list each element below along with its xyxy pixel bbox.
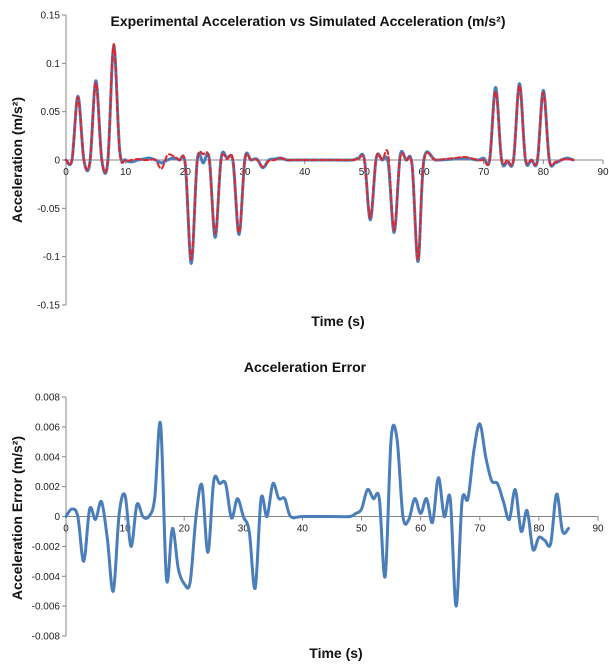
y-tick-label: 0.002 [35,482,60,493]
series-line-2 [65,42,575,261]
x-tick-label: 50 [356,524,368,535]
y-tick-label: 0.008 [35,393,60,404]
y-tick-label: 0.1 [46,59,60,70]
y-tick-label: 0 [54,156,60,167]
y-axis-label: Acceleration Error (m/s²) [9,436,25,600]
series-line-1 [64,44,575,265]
y-tick-label: -0.002 [32,542,61,553]
y-tick-label: 0.05 [41,107,61,118]
y-tick-label: 0.15 [41,11,61,22]
x-tick-label: 80 [533,524,545,535]
chart-title: Acceleration Error [244,359,367,375]
x-tick-label: 10 [120,167,132,178]
y-tick-label: 0 [54,512,60,523]
x-tick-label: 30 [238,524,250,535]
y-tick-label: -0.006 [32,602,61,613]
y-tick-label: -0.05 [37,204,60,215]
x-tick-label: 60 [415,524,427,535]
x-tick-label: 20 [179,524,191,535]
y-tick-label: -0.004 [32,572,61,583]
x-tick-label: 70 [474,524,486,535]
y-axis-label: Acceleration (m/s²) [9,97,25,223]
x-tick-label: 80 [538,167,550,178]
y-tick-label: -0.008 [32,632,61,643]
y-tick-label: 0.006 [35,422,60,433]
x-tick-label: 0 [63,524,69,535]
x-axis-label: Time (s) [309,645,362,661]
x-tick-label: 90 [597,167,609,178]
x-tick-label: 70 [478,167,490,178]
chart-title: Experimental Acceleration vs Simulated A… [111,13,506,29]
y-tick-label: -0.15 [37,301,60,312]
x-tick-label: 40 [299,167,311,178]
chart-acceleration-comparison: Experimental Acceleration vs Simulated A… [9,11,609,330]
x-tick-label: 40 [297,524,309,535]
y-tick-label: -0.1 [43,252,61,263]
x-tick-label: 0 [63,167,69,178]
x-tick-label: 90 [592,524,604,535]
series-line-1 [64,420,570,608]
y-tick-label: 0.004 [35,452,60,463]
x-tick-label: 10 [120,524,132,535]
chart-acceleration-error: Acceleration Error -0.008 -0.006 -0.004 -0.0… [9,359,604,661]
x-axis-label: Time (s) [311,313,364,329]
